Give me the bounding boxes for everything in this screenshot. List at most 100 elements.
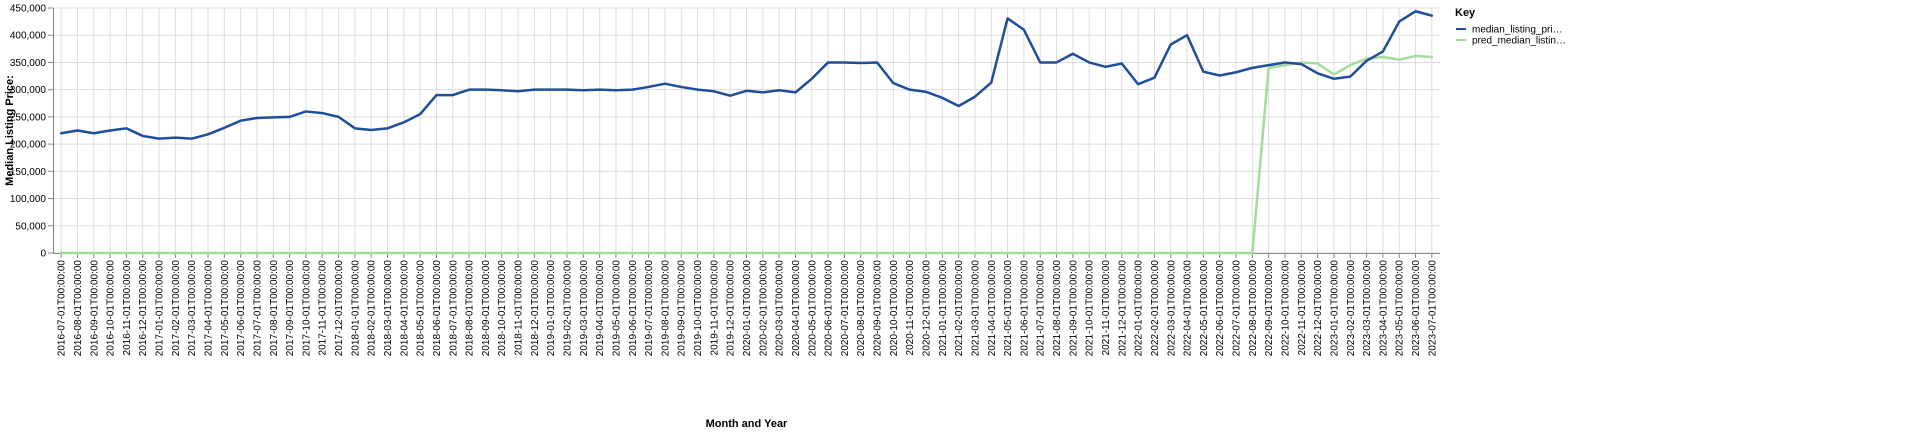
x-tick-label: 2021-01-01T00:00:00 [938, 260, 949, 357]
x-tick-label: 2018-09-01T00:00:00 [481, 260, 492, 357]
x-tick-label: 2018-01-01T00:00:00 [350, 260, 361, 357]
x-tick-label: 2018-04-01T00:00:00 [399, 260, 410, 357]
y-tick-label: 300,000 [10, 85, 47, 96]
y-axis-ticks: 0 50,000 100,000 150,000 200,000 250,000 300,0… [10, 4, 53, 260]
x-tick-label: 2020-09-01T00:00:00 [873, 260, 884, 357]
y-tick-label: 50,000 [15, 221, 46, 232]
y-tick-label: 0 [40, 249, 46, 260]
y-tick-label: 150,000 [10, 167, 47, 178]
x-tick-label: 2021-02-01T00:00:00 [954, 260, 965, 357]
x-tick-label: 2022-05-01T00:00:00 [1199, 260, 1210, 357]
x-tick-label: 2020-05-01T00:00:00 [807, 260, 818, 357]
x-tick-label: 2017-12-01T00:00:00 [334, 260, 345, 357]
x-tick-label: 2016-07-01T00:00:00 [57, 260, 68, 357]
x-tick-label: 2023-07-01T00:00:00 [1427, 260, 1438, 357]
x-tick-label: 2020-01-01T00:00:00 [742, 260, 753, 357]
x-tick-label: 2019-10-01T00:00:00 [693, 260, 704, 357]
x-tick-label: 2021-04-01T00:00:00 [987, 260, 998, 357]
gridlines [53, 7, 1440, 254]
x-tick-label: 2019-12-01T00:00:00 [726, 260, 737, 357]
x-tick-label: 2022-12-01T00:00:00 [1313, 260, 1324, 357]
x-tick-label: 2021-09-01T00:00:00 [1068, 260, 1079, 357]
x-tick-label: 2019-07-01T00:00:00 [644, 260, 655, 357]
x-axis-title: Month and Year [706, 418, 788, 430]
x-tick-label: 2016-12-01T00:00:00 [138, 260, 149, 357]
x-tick-label: 2017-10-01T00:00:00 [301, 260, 312, 357]
x-tick-label: 2022-04-01T00:00:00 [1183, 260, 1194, 357]
x-tick-label: 2018-11-01T00:00:00 [514, 260, 525, 356]
x-tick-label: 2023-06-01T00:00:00 [1411, 260, 1422, 357]
x-tick-label: 2020-10-01T00:00:00 [889, 260, 900, 357]
y-tick-label: 400,000 [10, 31, 47, 42]
x-tick-label: 2020-07-01T00:00:00 [840, 260, 851, 357]
x-tick-label: 2019-01-01T00:00:00 [546, 260, 557, 357]
x-tick-label: 2023-02-01T00:00:00 [1346, 260, 1357, 357]
x-tick-label: 2021-06-01T00:00:00 [1019, 260, 1030, 357]
x-tick-label: 2018-06-01T00:00:00 [432, 260, 443, 357]
legend-items: median_listing_pri…pred_median_listin… [1456, 25, 1566, 47]
x-tick-label: 2021-12-01T00:00:00 [1117, 260, 1128, 357]
x-tick-label: 2016-10-01T00:00:00 [106, 260, 117, 357]
x-tick-label: 2017-03-01T00:00:00 [187, 260, 198, 357]
x-tick-label: 2019-11-01T00:00:00 [709, 260, 720, 356]
x-tick-label: 2021-08-01T00:00:00 [1052, 260, 1063, 357]
x-tick-label: 2023-04-01T00:00:00 [1378, 260, 1389, 357]
x-tick-label: 2018-12-01T00:00:00 [530, 260, 541, 357]
x-tick-label: 2020-12-01T00:00:00 [921, 260, 932, 357]
x-axis-ticks: 2016-07-01T00:00:00 2016-08-01T00:00:00 20… [57, 253, 1438, 357]
x-tick-label: 2021-07-01T00:00:00 [1036, 260, 1047, 357]
x-tick-label: 2022-09-01T00:00:00 [1264, 260, 1275, 357]
legend: Key median_listing_pri…pred_median_listi… [1455, 7, 1566, 47]
x-tick-label: 2016-08-01T00:00:00 [73, 260, 84, 357]
x-tick-label: 2017-01-01T00:00:00 [155, 260, 166, 357]
x-tick-label: 2019-06-01T00:00:00 [628, 260, 639, 357]
x-tick-label: 2022-10-01T00:00:00 [1280, 260, 1291, 357]
y-tick-label: 100,000 [10, 194, 47, 205]
x-tick-label: 2020-03-01T00:00:00 [775, 260, 786, 357]
series-line-1 [59, 10, 1434, 140]
x-tick-label: 2018-05-01T00:00:00 [416, 260, 427, 357]
legend-label-2: pred_median_listin… [1472, 36, 1566, 47]
x-tick-label: 2019-03-01T00:00:00 [579, 260, 590, 357]
x-tick-label: 2018-03-01T00:00:00 [383, 260, 394, 357]
x-tick-label: 2017-11-01T00:00:00 [318, 260, 329, 356]
x-tick-label: 2018-07-01T00:00:00 [448, 260, 459, 357]
x-tick-label: 2019-09-01T00:00:00 [677, 260, 688, 357]
x-tick-label: 2023-03-01T00:00:00 [1362, 260, 1373, 357]
x-tick-label: 2020-02-01T00:00:00 [758, 260, 769, 357]
legend-title: Key [1455, 7, 1476, 19]
x-tick-label: 2022-03-01T00:00:00 [1166, 260, 1177, 357]
y-tick-label: 200,000 [10, 140, 47, 151]
y-tick-label: 250,000 [10, 112, 47, 123]
x-tick-label: 2019-04-01T00:00:00 [595, 260, 606, 357]
x-tick-label: 2019-08-01T00:00:00 [660, 260, 671, 357]
x-tick-label: 2023-01-01T00:00:00 [1329, 260, 1340, 357]
y-axis-title: Median Listing Price: [4, 75, 16, 186]
y-tick-label: 450,000 [10, 4, 47, 15]
x-tick-label: 2017-06-01T00:00:00 [236, 260, 247, 357]
x-tick-label: 2017-09-01T00:00:00 [285, 260, 296, 357]
x-tick-label: 2016-09-01T00:00:00 [89, 260, 100, 357]
x-tick-label: 2022-11-01T00:00:00 [1297, 260, 1308, 356]
series-layer [59, 10, 1434, 255]
x-tick-label: 2017-07-01T00:00:00 [252, 260, 263, 357]
x-tick-label: 2016-11-01T00:00:00 [122, 260, 133, 356]
x-tick-label: 2021-05-01T00:00:00 [1003, 260, 1014, 357]
x-tick-label: 2020-08-01T00:00:00 [856, 260, 867, 357]
x-tick-label: 2022-07-01T00:00:00 [1232, 260, 1243, 357]
x-tick-label: 2021-03-01T00:00:00 [970, 260, 981, 357]
x-tick-label: 2022-06-01T00:00:00 [1215, 260, 1226, 357]
x-tick-label: 2023-05-01T00:00:00 [1395, 260, 1406, 357]
x-tick-label: 2017-08-01T00:00:00 [269, 260, 280, 357]
x-tick-label: 2017-02-01T00:00:00 [171, 260, 182, 357]
x-tick-label: 2020-06-01T00:00:00 [824, 260, 835, 357]
x-tick-label: 2022-08-01T00:00:00 [1248, 260, 1259, 357]
x-tick-label: 2021-11-01T00:00:00 [1101, 260, 1112, 356]
x-tick-label: 2019-02-01T00:00:00 [563, 260, 574, 357]
x-tick-label: 2017-05-01T00:00:00 [220, 260, 231, 357]
x-tick-label: 2018-08-01T00:00:00 [465, 260, 476, 357]
x-tick-label: 2020-11-01T00:00:00 [905, 260, 916, 356]
y-tick-label: 350,000 [10, 58, 47, 69]
x-tick-label: 2022-02-01T00:00:00 [1150, 260, 1161, 357]
